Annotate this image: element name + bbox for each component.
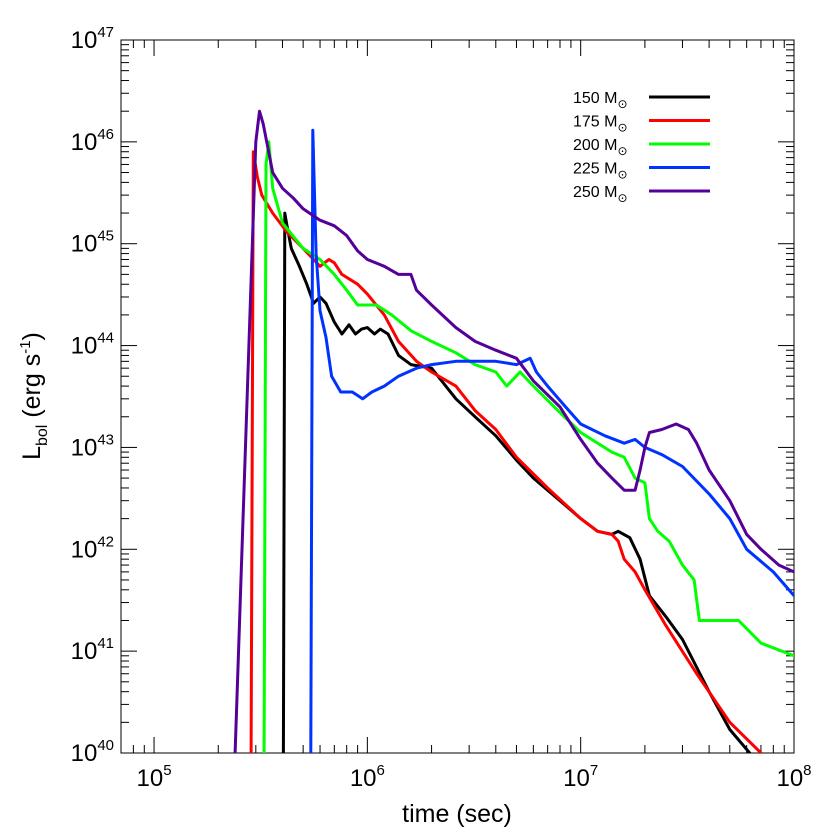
y-tick-label: 1046 [71,126,114,156]
axis-ticks [120,39,795,754]
x-tick-label: 106 [350,762,385,792]
y-axis-subscript: bol [34,425,51,446]
legend-label: 200 M⊙ [573,137,628,158]
x-axis-title: time (sec) [402,800,512,828]
legend-label: 250 M⊙ [573,184,628,205]
series-line-2 [249,150,763,753]
y-tick-label: 1043 [71,431,114,461]
y-axis-symbol: L [18,446,46,460]
y-axis-title: Lbol (erg s-1) [17,332,51,460]
y-tick-label: 1041 [71,635,114,665]
x-tick-labels: 105 106 107 108 [137,762,812,792]
y-tick-label: 1045 [71,228,114,258]
legend-label: 150 M⊙ [573,90,628,111]
series-line-1 [281,211,752,753]
x-tick-label: 108 [776,762,811,792]
x-tick-label: 107 [563,762,598,792]
legend-label: 175 M⊙ [573,114,628,135]
y-tick-label: 1047 [71,24,114,54]
plot-frame [120,39,795,754]
y-tick-labels: 1040 1041 1042 1043 1044 1045 1046 1047 [71,24,114,767]
series-line-4 [309,128,794,753]
y-axis-units: (erg s [18,354,46,425]
legend-label: 225 M⊙ [573,161,628,182]
legend: 150 M⊙ 175 M⊙200 M⊙ 225 M⊙250 M⊙ [573,90,710,205]
series-line-5 [233,109,794,753]
y-axis-units-close: ) [18,332,46,340]
y-axis-units-sup: -1 [17,340,34,353]
x-tick-label: 105 [137,762,172,792]
series-line-3 [262,140,794,753]
series-lines [233,109,794,753]
y-tick-label: 1044 [71,330,114,360]
y-tick-label: 1040 [71,737,114,767]
y-tick-label: 1042 [71,533,114,563]
